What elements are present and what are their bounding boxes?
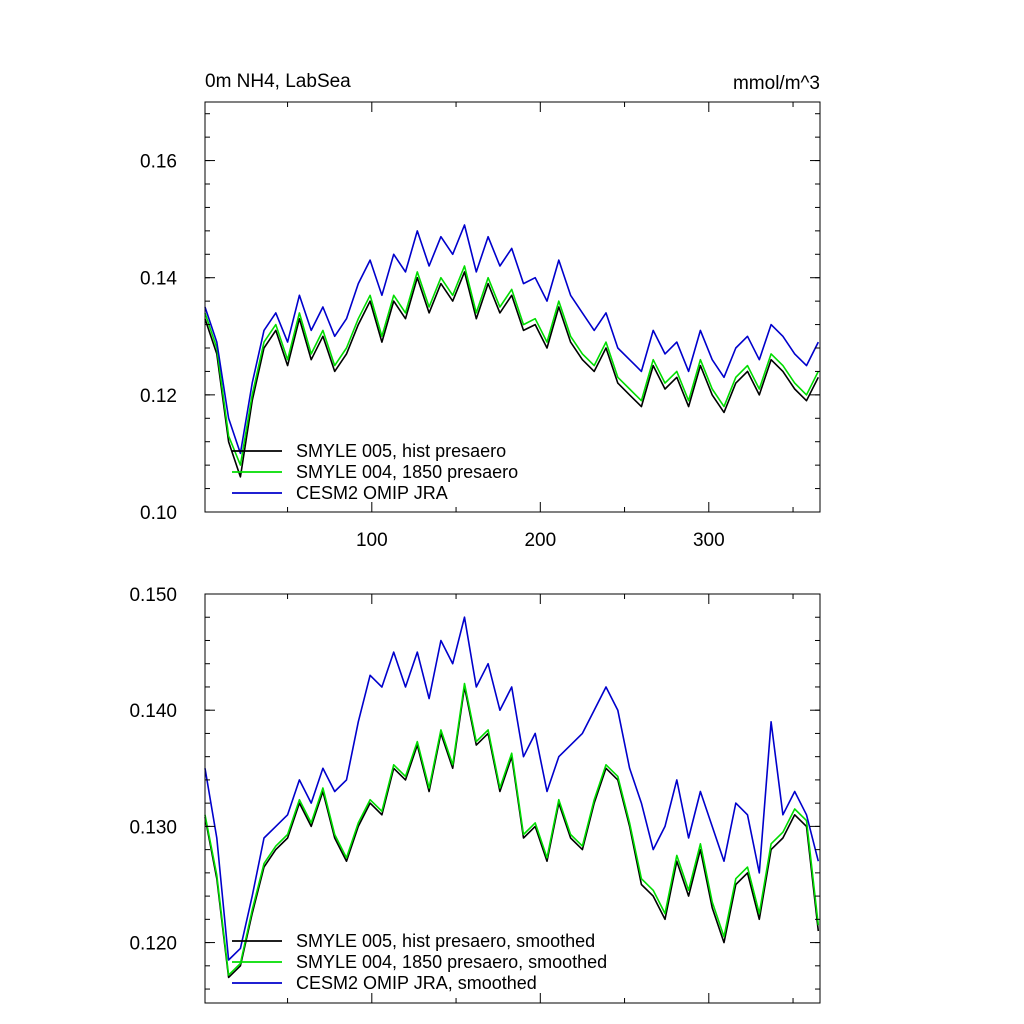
y-tick-label: 0.16 — [140, 152, 177, 173]
legend-label: SMYLE 004, 1850 presaero, smoothed — [296, 952, 607, 972]
bottom-plot-frame — [204, 593, 821, 1004]
legend-label: CESM2 OMIP JRA, smoothed — [296, 973, 537, 993]
series-line-2 — [204, 265, 820, 466]
top-chart-units: mmol/m^3 — [733, 73, 820, 94]
x-tick-label: 200 — [524, 530, 556, 551]
legend-label: SMYLE 005, hist presaero, smoothed — [296, 931, 595, 951]
bottom-legend: SMYLE 005, hist presaero, smoothedSMYLE … — [232, 931, 607, 993]
bottom-chart-panel: 0.120 0.130 0.140 0.150 SMYLE 005, hist pre… — [129, 585, 821, 1004]
series-line-1 — [204, 271, 820, 478]
y-tick-label: 0.120 — [129, 934, 177, 955]
top-chart-panel: 0m NH4, LabSea mmol/m^3 0.10 0.12 0.14 0.16… — [140, 71, 821, 551]
series-line-3 — [204, 224, 820, 455]
y-tick-label: 0.14 — [140, 269, 177, 290]
legend-label: CESM2 OMIP JRA — [296, 483, 448, 503]
y-tick-label: 0.140 — [129, 701, 177, 722]
series-line-2 — [204, 682, 820, 976]
y-tick-label: 0.150 — [129, 585, 177, 606]
legend-label: SMYLE 005, hist presaero — [296, 441, 506, 461]
y-tick-label: 0.130 — [129, 817, 177, 838]
top-chart-title: 0m NH4, LabSea — [205, 71, 351, 92]
top-plot-frame — [204, 101, 821, 513]
y-tick-label: 0.12 — [140, 386, 177, 407]
x-tick-label: 300 — [693, 530, 725, 551]
series-line-3 — [204, 616, 820, 961]
legend-label: SMYLE 004, 1850 presaero — [296, 462, 518, 482]
x-tick-label: 100 — [356, 530, 388, 551]
y-tick-label: 0.10 — [140, 503, 177, 524]
